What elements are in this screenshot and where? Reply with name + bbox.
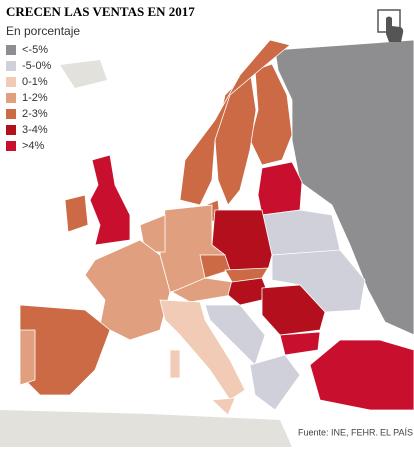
country (271, 249, 366, 313)
country (279, 331, 321, 356)
country (64, 194, 89, 233)
country (249, 63, 293, 166)
country (261, 284, 326, 336)
country (224, 267, 269, 283)
country (159, 299, 246, 401)
brand: EL PAÍS (380, 427, 413, 437)
country (257, 161, 303, 216)
country (274, 39, 414, 336)
legend: <-5% -5-0% 0-1% 1-2% 2-3% 3-4% >4% (6, 44, 52, 152)
country (179, 39, 291, 206)
iceland (60, 60, 107, 88)
country (169, 349, 181, 379)
legend-swatch (6, 125, 16, 135)
country (199, 254, 231, 279)
hand-icon[interactable] (377, 9, 404, 42)
legend-swatch (6, 45, 16, 55)
legend-label: -5-0% (22, 60, 52, 72)
legend-swatch (6, 77, 16, 87)
source: Fuente: INE, FEHR. (298, 427, 378, 437)
regions (19, 39, 414, 416)
country (19, 329, 36, 386)
legend-label: >4% (22, 140, 45, 152)
country (309, 339, 414, 411)
legend-swatch (6, 61, 16, 71)
title: CRECEN LAS VENTAS EN 2017 (6, 4, 195, 19)
legend-label: 1-2% (22, 92, 48, 104)
legend-label: 2-3% (22, 108, 48, 120)
legend-label: 0-1% (22, 76, 48, 88)
legend-label: 3-4% (22, 124, 48, 136)
country (211, 397, 236, 416)
subtitle: En porcentaje (6, 24, 80, 38)
africa (0, 410, 292, 447)
legend-swatch (6, 93, 16, 103)
legend-label: <-5% (22, 44, 48, 56)
legend-swatch (6, 109, 16, 119)
legend-swatch (6, 141, 16, 151)
country (249, 354, 301, 411)
country (89, 154, 131, 246)
country (84, 239, 171, 341)
